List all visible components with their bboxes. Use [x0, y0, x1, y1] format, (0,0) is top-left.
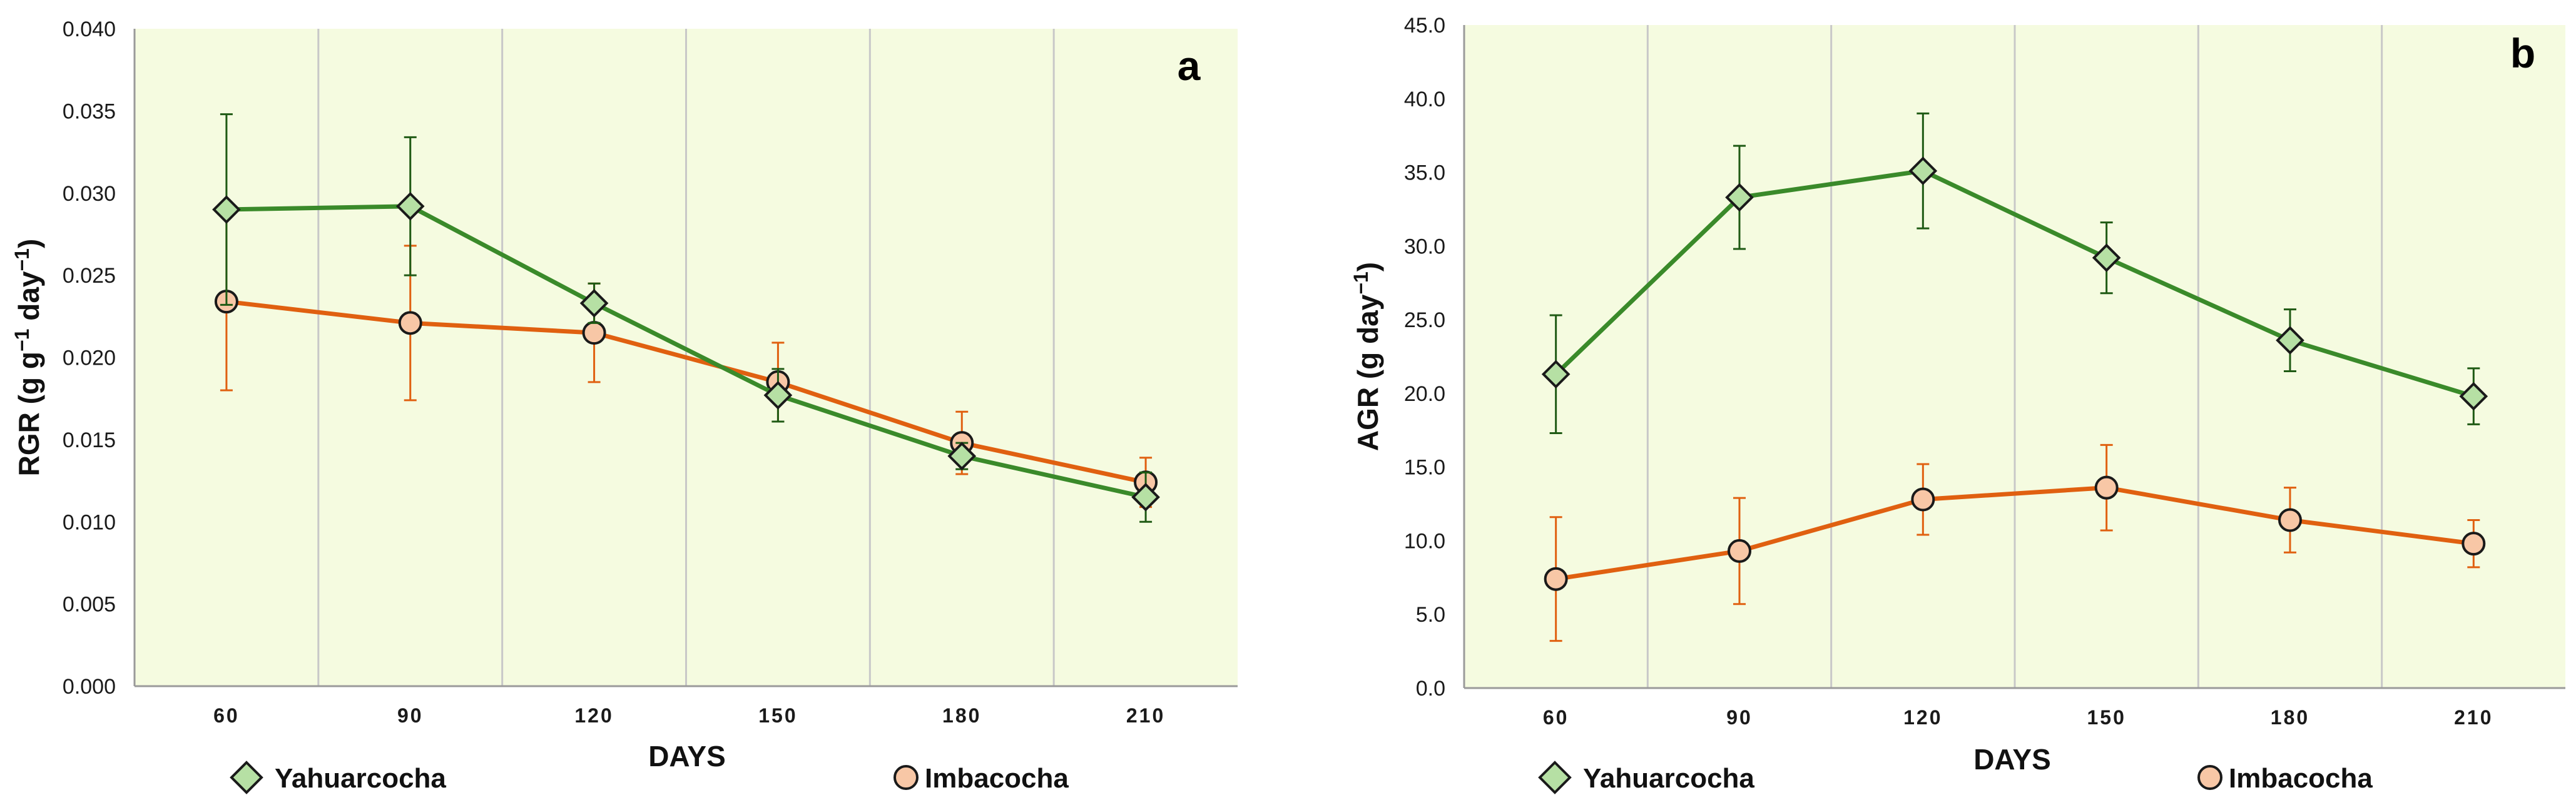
legend: Yahuarcocha Imbacocha — [230, 761, 1069, 794]
y-axis-title-part: RGR (g g — [13, 352, 45, 476]
data-point-circle — [1911, 487, 1935, 512]
legend-label: Yahuarcocha — [1583, 763, 1754, 794]
data-point-diamond — [1131, 483, 1160, 512]
y-axis-title-superscript: −1 — [11, 248, 33, 271]
data-point-diamond — [1908, 156, 1938, 186]
y-tick-label: 15.0 — [1404, 456, 1445, 480]
y-tick-label: 0.000 — [63, 675, 116, 699]
legend-marker-diamond — [230, 761, 263, 794]
x-tick-label: 120 — [574, 704, 613, 727]
series-line — [226, 299, 1146, 485]
data-point-circle — [398, 311, 422, 335]
y-tick-label: 20.0 — [1404, 382, 1445, 406]
y-tick-label: 10.0 — [1404, 529, 1445, 553]
series-line — [226, 204, 1146, 500]
x-tick-label: 60 — [1543, 706, 1569, 729]
panel-a-rgr-chart: 0.000 0.005 0.010 0.015 0.020 0.025 0.030 0.035… — [11, 18, 1238, 794]
legend-marker-diamond — [1538, 761, 1572, 794]
data-point-diamond — [947, 442, 977, 470]
y-tick-label: 0.040 — [63, 18, 116, 41]
data-point-circle — [2461, 532, 2486, 556]
x-tick-label: 180 — [2271, 706, 2309, 729]
x-tick-label: 180 — [942, 704, 981, 727]
y-tick-label: 0.010 — [63, 510, 116, 534]
y-tick-label: 45.0 — [1404, 14, 1445, 38]
data-point-circle — [2094, 475, 2119, 500]
x-tick-label: 150 — [2087, 706, 2125, 729]
y-axis-title-superscript: −1 — [11, 329, 33, 352]
data-point-circle — [2278, 508, 2302, 532]
y-axis-title-part: AGR (g day — [1352, 294, 1384, 451]
x-tick-label: 210 — [2454, 706, 2493, 729]
x-tick-label: 60 — [213, 704, 240, 727]
data-point-diamond — [1541, 360, 1571, 389]
y-axis-title: RGR (g g−1 day−1) — [11, 239, 45, 477]
legend-marker-circle — [2197, 765, 2222, 790]
data-point-diamond — [1725, 183, 1754, 212]
y-tick-label: 0.030 — [63, 182, 116, 206]
x-axis-title: DAYS — [1973, 743, 2051, 776]
y-tick-label: 5.0 — [1416, 603, 1445, 627]
data-point-diamond — [212, 195, 241, 224]
series-line — [1555, 485, 2474, 582]
y-tick-label: 0.0 — [1416, 677, 1445, 701]
panel-b-agr-chart: 0.0 5.0 10.0 15.0 20.0 25.0 30.0 35.0 40.0 45.0 60… — [1350, 14, 2565, 794]
y-axis-title-part: ) — [13, 239, 45, 248]
data-point-diamond — [2092, 243, 2121, 273]
series-yahuarcocha — [1541, 112, 2488, 434]
panel-letter: b — [2510, 30, 2535, 76]
data-point-diamond — [763, 381, 793, 410]
data-point-diamond — [2459, 382, 2488, 411]
data-point-circle — [582, 321, 606, 345]
series-line — [1554, 168, 2475, 398]
x-tick-label: 90 — [397, 704, 424, 727]
legend-label: Imbacocha — [2229, 763, 2373, 794]
legend-label: Yahuarcocha — [275, 763, 446, 794]
y-tick-label: 40.0 — [1404, 88, 1445, 111]
y-tick-label: 0.015 — [63, 428, 116, 452]
y-tick-label: 0.005 — [63, 593, 116, 617]
x-tick-label: 210 — [1126, 704, 1165, 727]
x-tick-label: 150 — [758, 704, 797, 727]
x-axis-title: DAYS — [648, 740, 726, 772]
series-yahuarcocha — [212, 113, 1160, 523]
y-tick-label: 0.020 — [63, 347, 116, 370]
y-tick-label: 35.0 — [1404, 161, 1445, 185]
panel-letter: a — [1178, 43, 1201, 89]
x-tick-label: 90 — [1726, 706, 1753, 729]
y-tick-label: 0.025 — [63, 264, 116, 288]
series-imbacocha — [1544, 443, 2486, 642]
data-point-circle — [1544, 567, 1568, 591]
y-tick-label: 30.0 — [1404, 235, 1445, 258]
y-axis-title: AGR (g day−1) — [1350, 262, 1384, 451]
data-point-diamond — [579, 288, 609, 318]
data-point-circle — [1728, 539, 1751, 563]
legend: Yahuarcocha Imbacocha — [1538, 761, 2373, 794]
legend-label: Imbacocha — [925, 763, 1069, 794]
data-point-diamond — [2276, 326, 2304, 355]
y-tick-label: 25.0 — [1404, 308, 1445, 332]
y-axis-title-part: day — [13, 271, 45, 328]
y-axis-title-superscript: −1 — [1350, 271, 1372, 294]
y-tick-label: 0.035 — [63, 99, 116, 123]
legend-marker-circle — [893, 765, 919, 790]
data-point-diamond — [395, 191, 425, 221]
x-tick-label: 120 — [1903, 706, 1942, 729]
y-axis-title-part: ) — [1352, 262, 1384, 271]
